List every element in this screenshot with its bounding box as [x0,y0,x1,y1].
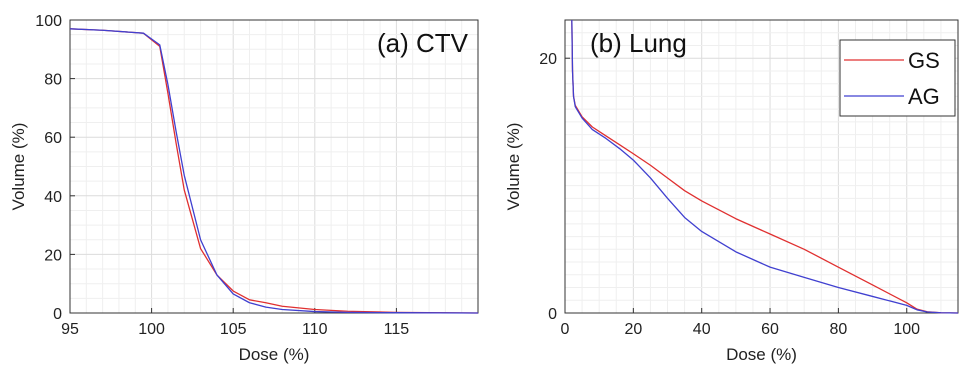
series-line-gs [69,28,479,314]
x-axis-label-ctv: Dose (%) [239,345,310,364]
y-axis-label-lung: Volume (%) [504,123,523,211]
series-line-ag [69,28,479,314]
series-ctv [69,28,479,314]
y-tick-label: 20 [44,247,62,264]
x-tick-label: 100 [138,321,165,338]
legend-box [839,39,956,117]
series-line-ag [571,19,959,314]
y-tick-label: 40 [44,189,62,206]
x-tick-label: 80 [829,321,847,338]
y-tick-label: 0 [548,306,557,323]
y-tick-label: 0 [53,306,62,323]
x-tick-label: 20 [624,321,642,338]
series-line-gs [571,19,959,314]
panel-title-lung: (b) Lung [590,28,687,58]
panel-title-ctv: (a) CTV [377,28,469,58]
panel-ctv: 95 100 105 110 115 0 20 40 60 80 100 (a) CTV Dose … [9,13,479,364]
y-tick-label: 60 [44,130,62,147]
x-tick-label: 95 [61,321,79,338]
y-tick-label: 20 [539,51,557,68]
x-axis-label-lung: Dose (%) [726,345,797,364]
plot-frame-ctv [69,19,479,314]
series-lung [571,19,959,314]
x-tick-label: 110 [302,321,328,338]
x-tick-label: 105 [220,321,247,338]
y-tick-label: 80 [44,72,62,89]
x-tick-label: 0 [561,321,570,338]
x-tick-label: 115 [384,321,410,338]
grid-ctv [69,19,479,314]
panel-lung: 0 20 40 60 80 100 0 20 (b) Lung Dose (%) Volume… [504,19,959,364]
y-tick-label: 100 [35,13,62,30]
legend-label-ag: AG [908,84,940,109]
plot-frame-lung [564,19,959,314]
ticks-ctv: 95 100 105 110 115 0 20 40 60 80 100 [35,13,409,338]
x-tick-label: 100 [893,321,920,338]
x-tick-label: 40 [693,321,711,338]
y-axis-label-ctv: Volume (%) [9,123,28,211]
ticks-lung: 0 20 40 60 80 100 0 20 [539,51,920,338]
legend: GS AG [839,39,956,117]
x-tick-label: 60 [761,321,779,338]
legend-label-gs: GS [908,48,940,73]
